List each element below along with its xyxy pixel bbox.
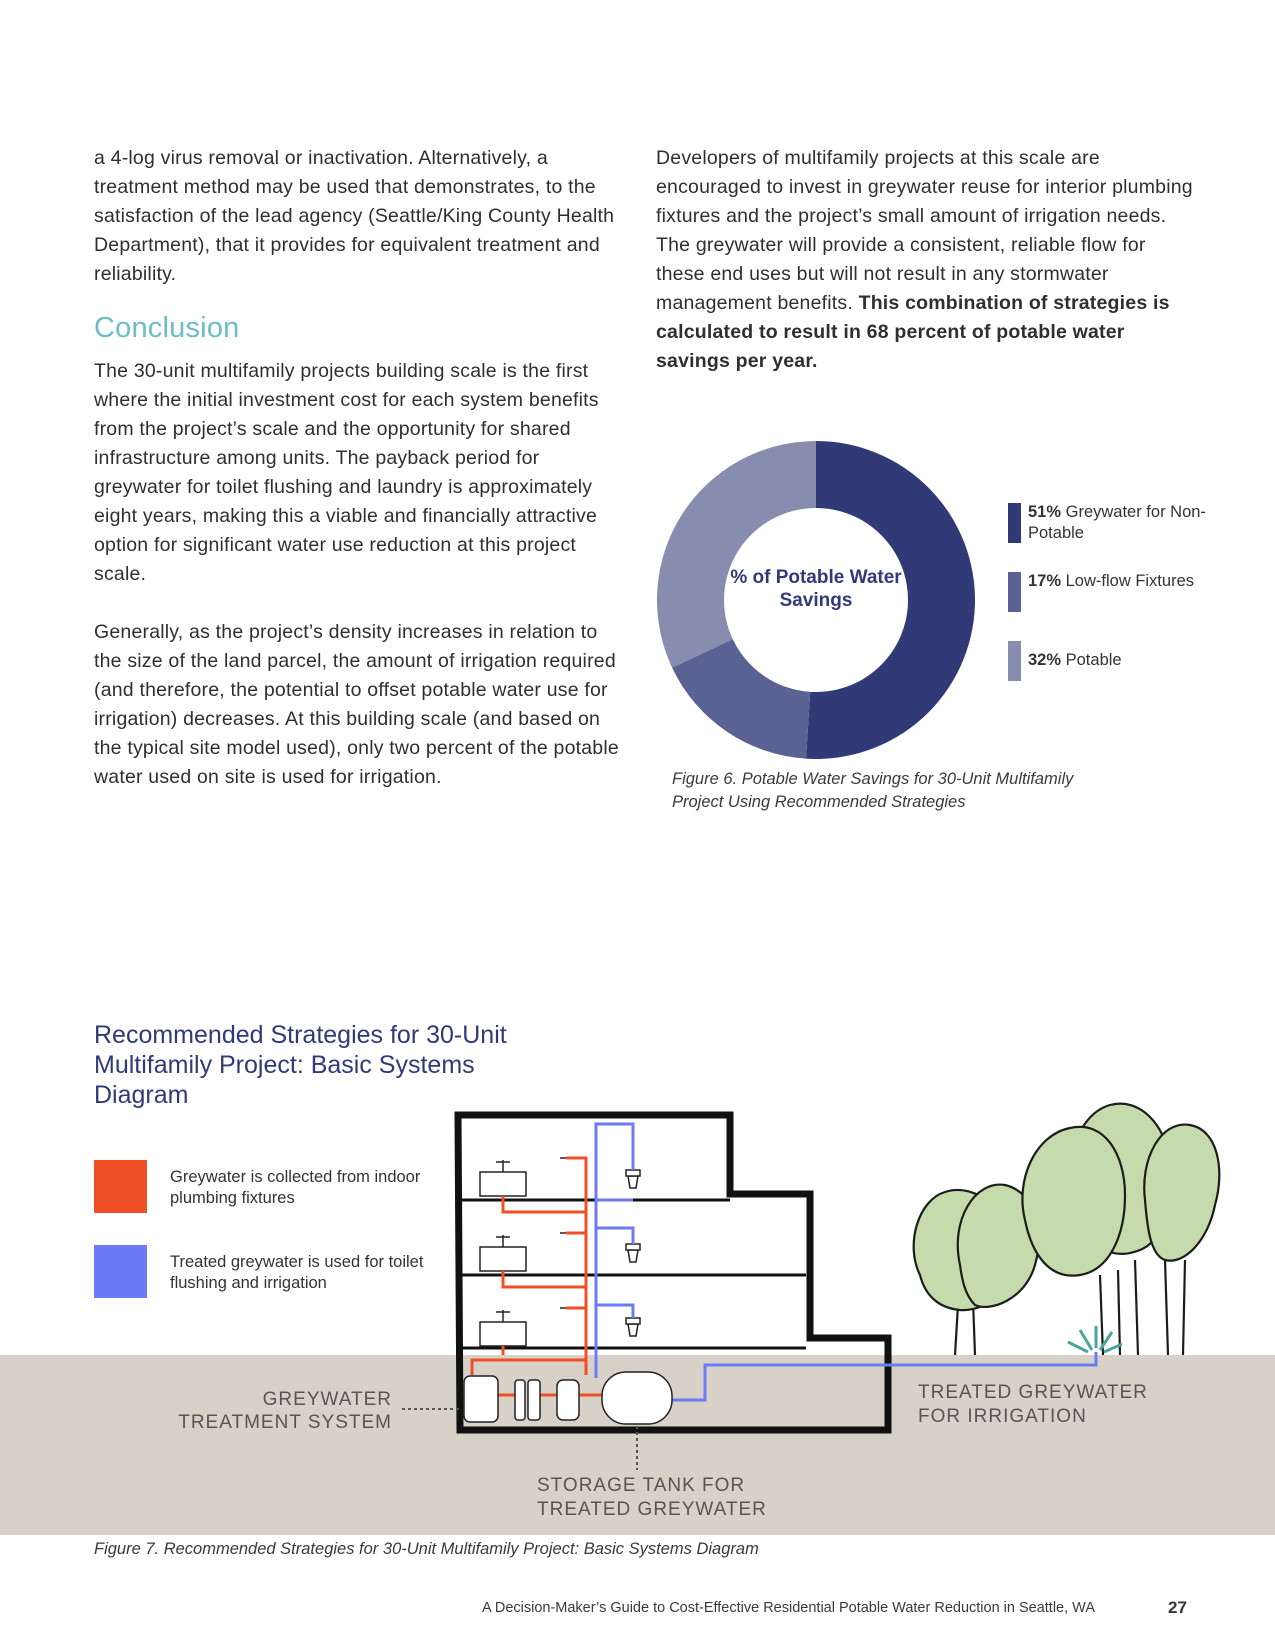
label-treatment-line2: TREATMENT SYSTEM xyxy=(178,1412,392,1433)
intro-paragraph: a 4-log virus removal or inactivation. A… xyxy=(94,147,615,285)
legend-pct: 17% xyxy=(1028,572,1062,590)
conclusion-paragraph-1: The 30-unit multifamily projects buildin… xyxy=(94,360,599,585)
label-irrigation-line1: TREATED GREYWATER xyxy=(918,1382,1148,1403)
figure-7-caption: Figure 7. Recommended Strategies for 30-… xyxy=(94,1540,759,1558)
label-irrigation-line2: FOR IRRIGATION xyxy=(918,1406,1087,1427)
right-paragraph-bold: This combination of strategies is calcul… xyxy=(656,292,1170,372)
label-storage-line1: STORAGE TANK FOR xyxy=(537,1475,745,1496)
donut-slice-2 xyxy=(657,441,816,668)
plumbing-fixtures xyxy=(479,1157,641,1347)
key-greywater-text: Greywater is collected from indoor plumb… xyxy=(170,1168,421,1207)
right-paragraph: Developers of multifamily projects at th… xyxy=(656,144,1196,376)
legend-pct: 51% xyxy=(1028,503,1062,521)
donut-slice-0 xyxy=(806,441,976,759)
treated-greywater-pipes xyxy=(594,1122,1098,1402)
donut-slice-1 xyxy=(672,639,811,759)
figure-6-caption: Figure 6. Potable Water Savings for 30-U… xyxy=(672,770,1074,811)
diagram-title: Recommended Strategies for 30-Unit Multi… xyxy=(94,1021,507,1109)
building-section xyxy=(454,1111,892,1434)
legend-swatch xyxy=(1008,641,1021,681)
conclusion-heading: Conclusion xyxy=(94,312,240,344)
trees-illustration xyxy=(912,1102,1221,1356)
sprinkler-icon xyxy=(1067,1326,1123,1354)
right-paragraph-text: Developers of multifamily projects at th… xyxy=(656,147,1193,314)
left-column: a 4-log virus removal or inactivation. A… xyxy=(94,144,624,792)
label-storage-line2: TREATED GREYWATER xyxy=(537,1499,767,1520)
legend-item-low-flow: 17% Low-flow Fixtures xyxy=(1008,571,1208,613)
legend-label: Low-flow Fixtures xyxy=(1065,572,1194,590)
conclusion-paragraph-2: Generally, as the project’s density incr… xyxy=(94,621,619,788)
legend-label: Greywater for Non-Potable xyxy=(1028,503,1206,542)
key-greywater-swatch xyxy=(94,1160,147,1213)
legend-item-potable: 32% Potable xyxy=(1008,641,1208,692)
greywater-pipes xyxy=(470,1156,602,1397)
donut-chart: % of Potable Water Savings xyxy=(656,440,976,760)
treatment-system xyxy=(463,1375,580,1423)
page-number: 27 xyxy=(1168,1598,1187,1617)
donut-center-title: % of Potable Water Savings xyxy=(730,567,902,611)
donut-svg xyxy=(657,441,976,759)
legend-label: Potable xyxy=(1065,651,1122,669)
legend-swatch xyxy=(1008,572,1021,612)
key-treated-text: Treated greywater is used for toilet flu… xyxy=(170,1253,424,1292)
storage-tank xyxy=(601,1371,673,1425)
systems-diagram: GREYWATER TREATMENT SYSTEM TREATED GREYW… xyxy=(0,1102,1275,1535)
legend-swatch xyxy=(1008,503,1021,543)
label-treatment-line1: GREYWATER xyxy=(263,1389,392,1410)
footer-text: A Decision-Maker’s Guide to Cost-Effecti… xyxy=(481,1600,1095,1616)
key-treated-swatch xyxy=(94,1245,147,1298)
legend-pct: 32% xyxy=(1028,651,1062,669)
right-column: Developers of multifamily projects at th… xyxy=(656,144,1196,376)
legend-item-greywater: 51% Greywater for Non-Potable xyxy=(1008,502,1208,544)
